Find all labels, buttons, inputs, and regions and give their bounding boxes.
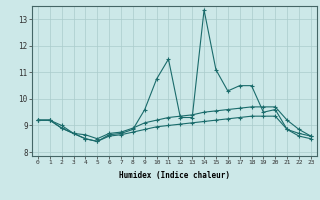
X-axis label: Humidex (Indice chaleur): Humidex (Indice chaleur) (119, 171, 230, 180)
